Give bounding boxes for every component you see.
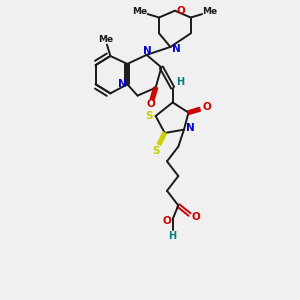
Text: Me: Me	[132, 7, 147, 16]
Text: S: S	[145, 111, 153, 121]
Text: Me: Me	[202, 7, 217, 16]
Text: N: N	[143, 46, 152, 56]
Text: O: O	[162, 216, 171, 226]
Text: H: H	[169, 231, 177, 241]
Text: O: O	[176, 6, 185, 16]
Text: N: N	[186, 124, 195, 134]
Text: N: N	[172, 44, 180, 54]
Text: O: O	[191, 212, 200, 222]
Text: O: O	[202, 102, 211, 112]
Text: O: O	[146, 99, 155, 109]
Text: N: N	[118, 79, 127, 89]
Text: S: S	[152, 146, 159, 156]
Text: H: H	[176, 77, 184, 87]
Text: Me: Me	[98, 34, 113, 43]
